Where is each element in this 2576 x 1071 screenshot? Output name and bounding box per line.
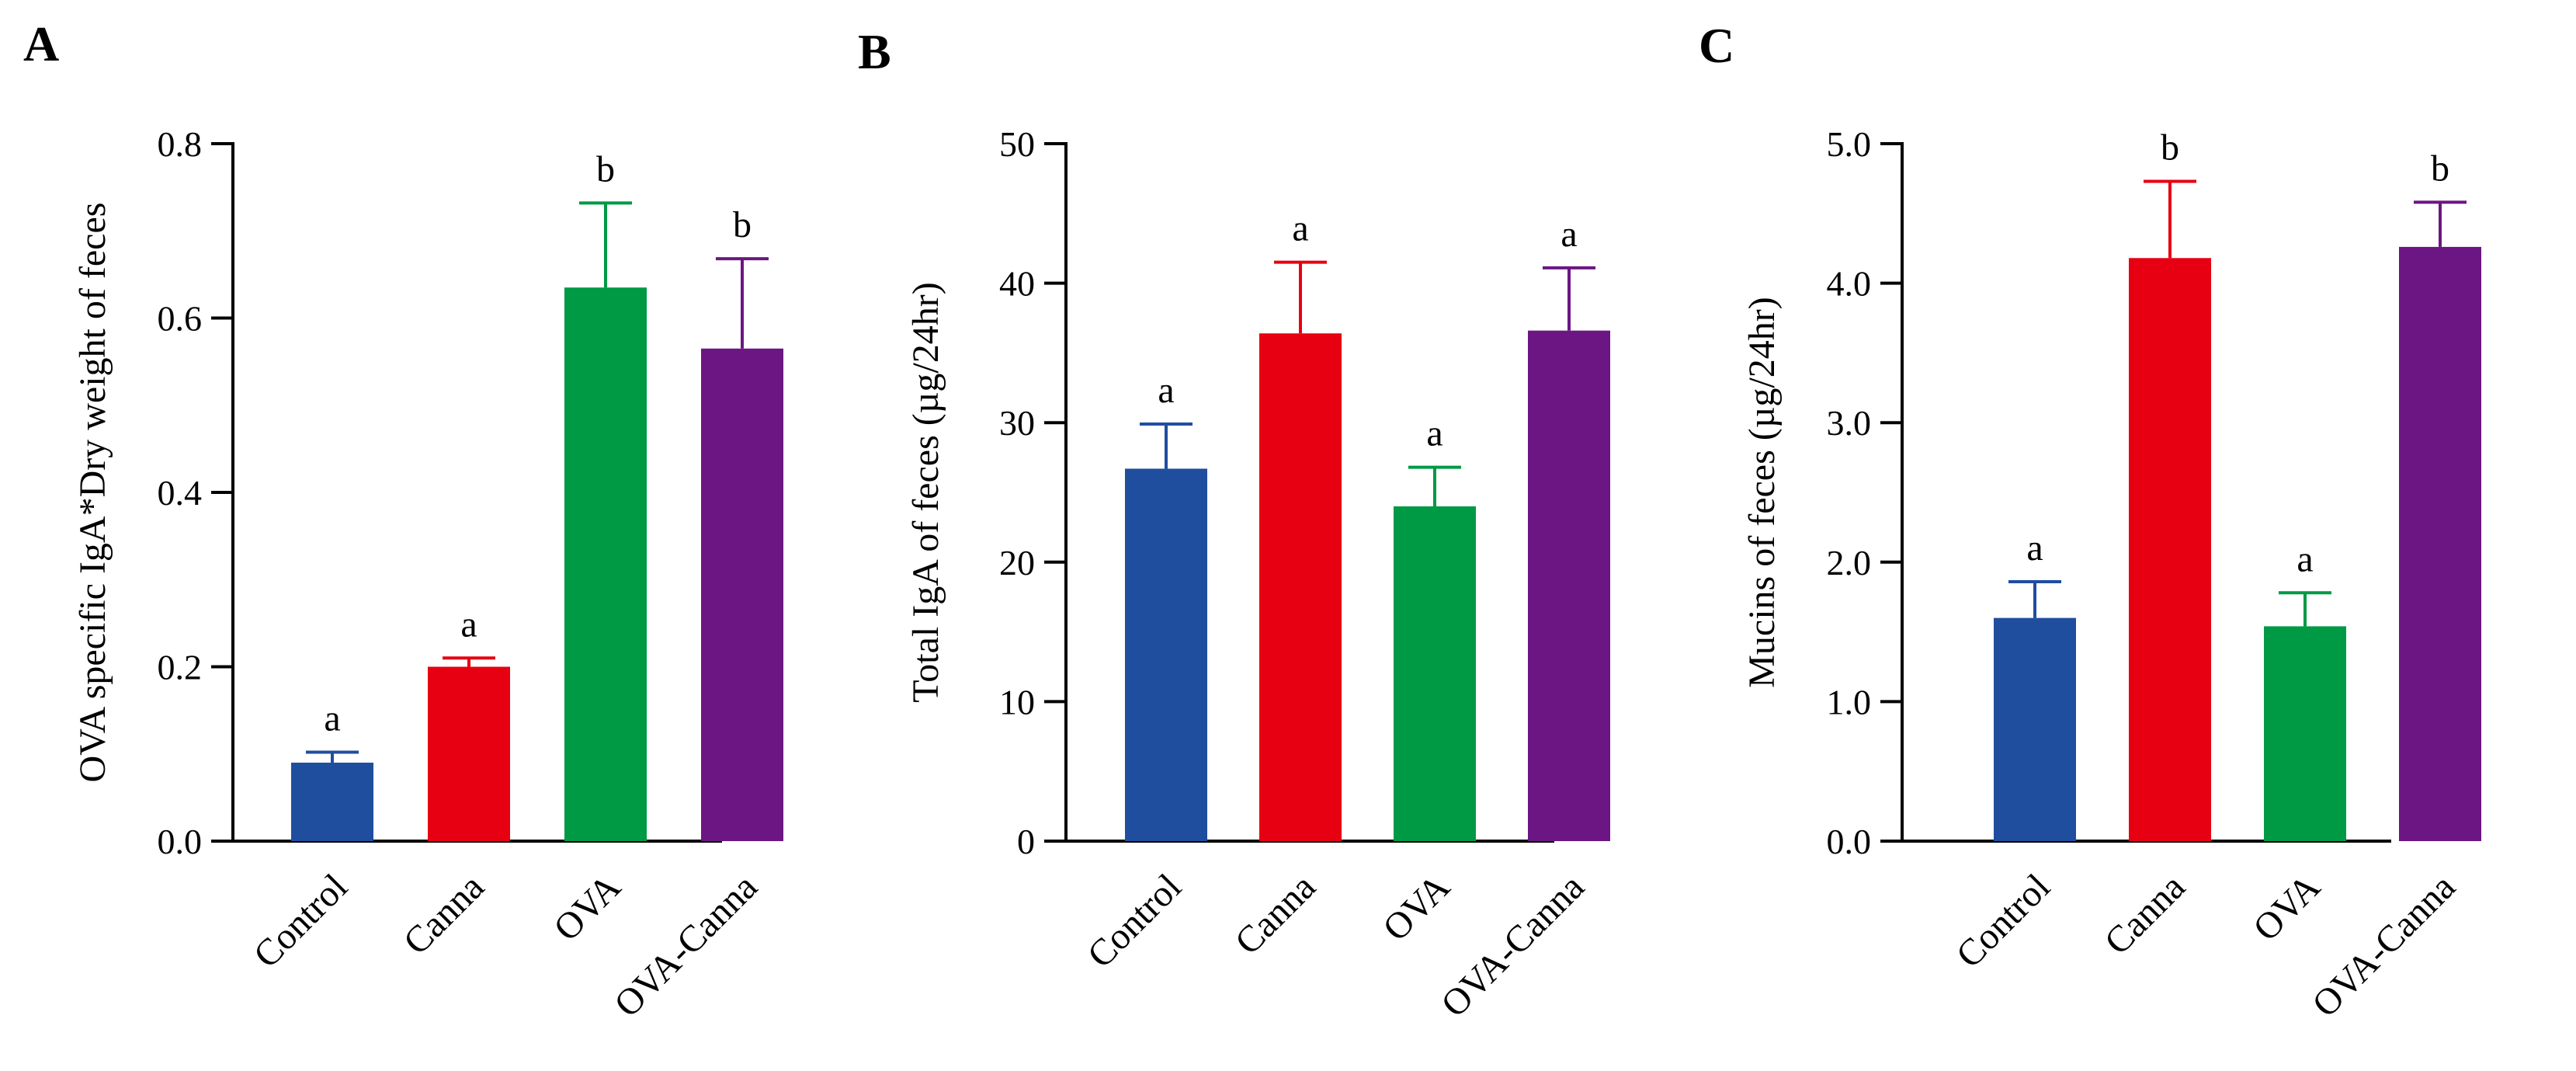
significance-letter: a <box>1561 214 1577 255</box>
y-axis-title: OVA specific IgA*Dry weight of feces <box>72 203 113 783</box>
bar <box>1125 468 1207 841</box>
y-tick-label: 5.0 <box>1827 124 1872 164</box>
panel-letter-b: B <box>858 24 891 79</box>
y-tick-label: 50 <box>999 124 1035 164</box>
bar <box>701 348 783 842</box>
bar <box>428 666 510 841</box>
y-tick-label: 0.2 <box>158 648 203 687</box>
y-tick-label: 0.0 <box>1827 822 1872 861</box>
y-tick-label: 30 <box>999 403 1035 443</box>
bar <box>1394 506 1476 841</box>
y-tick-label: 3.0 <box>1827 403 1872 443</box>
category-label: Control <box>246 866 356 975</box>
significance-letter: b <box>596 148 615 190</box>
bar <box>291 762 373 841</box>
panel-b: B 0 10 20 30 40 50 Total IgA of feces (µg/24hr… <box>858 24 1610 1025</box>
significance-letter: a <box>1158 370 1174 411</box>
category-label: OVA-Canna <box>1433 866 1592 1025</box>
significance-letter: a <box>1292 208 1308 249</box>
category-label: OVA <box>1375 866 1458 949</box>
significance-letter: b <box>733 204 752 245</box>
y-tick-label: 0.0 <box>158 822 203 861</box>
y-axis-title: Mucins of feces (µg/24hr) <box>1741 297 1783 688</box>
bar <box>1994 617 2076 841</box>
category-label: Canna <box>2097 866 2193 962</box>
y-tick-label: 10 <box>999 682 1035 722</box>
category-label: OVA-Canna <box>606 866 766 1025</box>
significance-letter: a <box>2297 538 2313 579</box>
significance-letter: a <box>460 603 477 645</box>
panel-letter-a: A <box>23 16 59 71</box>
bar <box>2129 258 2211 842</box>
bar <box>2399 246 2481 841</box>
category-label: Canna <box>396 866 492 962</box>
category-label: Control <box>1949 866 2058 975</box>
panel-letter-c: C <box>1699 18 1734 73</box>
panel-c: C 0.0 1.0 2.0 3.0 4.0 5.0 Mucins of feces (µg/… <box>1699 18 2481 1025</box>
significance-letter: a <box>1426 413 1442 454</box>
y-tick-label: 4.0 <box>1827 264 1872 304</box>
y-tick-label: 0.8 <box>158 124 203 164</box>
significance-letter: a <box>324 698 340 739</box>
significance-letter: a <box>2026 527 2043 569</box>
bar <box>1528 330 1610 841</box>
bar <box>564 287 647 841</box>
category-label: OVA <box>2245 866 2328 949</box>
y-tick-label: 1.0 <box>1827 682 1872 722</box>
category-label: Control <box>1080 866 1189 975</box>
category-label: Canna <box>1227 866 1324 962</box>
bar <box>2264 626 2346 841</box>
category-label: OVA <box>546 866 629 949</box>
y-tick-label: 0 <box>1017 822 1035 861</box>
panel-a: A 0.0 0.2 0.4 0.6 0.8 OVA specific IgA*Dry we… <box>23 16 783 1025</box>
y-axis-title: Total IgA of feces (µg/24hr) <box>905 282 946 702</box>
y-tick-label: 2.0 <box>1827 543 1872 582</box>
significance-letter: b <box>2431 148 2449 189</box>
bar <box>1259 333 1342 842</box>
y-tick-label: 40 <box>999 264 1035 304</box>
y-tick-label: 20 <box>999 543 1035 582</box>
y-tick-label: 0.4 <box>158 473 203 513</box>
category-label: OVA-Canna <box>2304 866 2463 1025</box>
significance-letter: b <box>2161 127 2179 168</box>
y-tick-label: 0.6 <box>158 299 203 339</box>
